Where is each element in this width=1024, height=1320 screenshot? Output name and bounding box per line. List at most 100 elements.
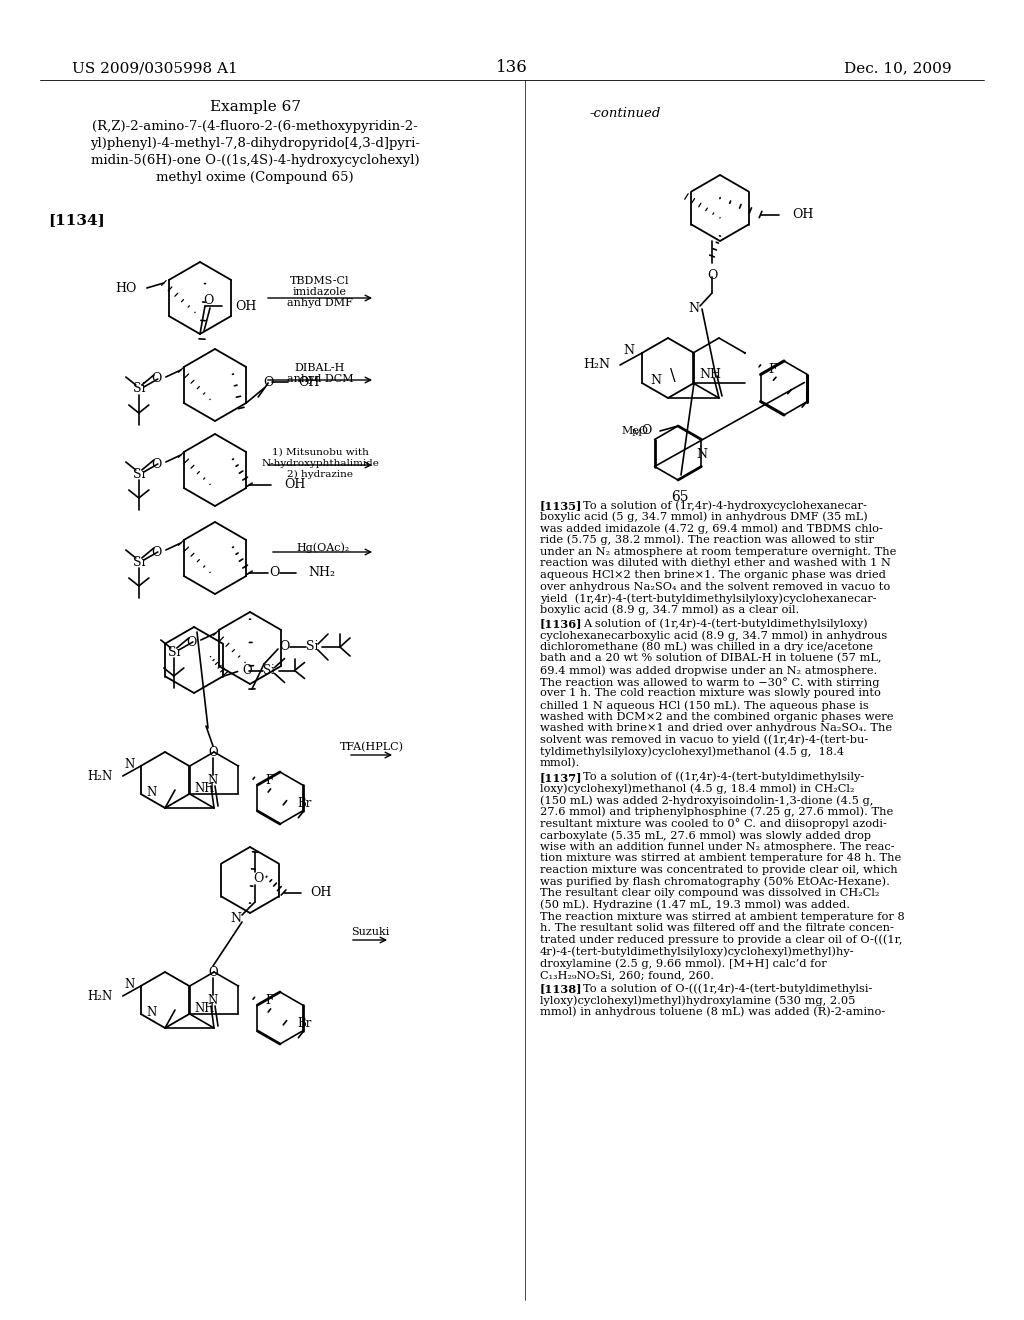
Text: droxylamine (2.5 g, 9.66 mmol). [M+H] calc’d for: droxylamine (2.5 g, 9.66 mmol). [M+H] ca… [540,958,826,969]
Text: OH: OH [234,300,256,313]
Text: tyldimethylsilyloxy)cyclohexyl)methanol (4.5 g,  18.4: tyldimethylsilyloxy)cyclohexyl)methanol … [540,747,844,758]
Text: To a solution of O-(((1r,4r)-4-(tert-butyldimethylsi-: To a solution of O-(((1r,4r)-4-(tert-but… [583,983,872,994]
Text: [1137]: [1137] [540,772,583,783]
Text: HO: HO [116,281,137,294]
Text: Si: Si [132,467,145,480]
Text: A solution of (1r,4r)-4-(tert-butyldimethylsilyloxy): A solution of (1r,4r)-4-(tert-butyldimet… [583,619,867,630]
Text: lyloxy)cyclohexyl)methyl)hydroxylamine (530 mg, 2.05: lyloxy)cyclohexyl)methyl)hydroxylamine (… [540,995,855,1006]
Text: N: N [688,302,699,315]
Text: 69.4 mmol) was added dropwise under an N₂ atmosphere.: 69.4 mmol) was added dropwise under an N… [540,665,878,676]
Text: washed with DCM×2 and the combined organic phases were: washed with DCM×2 and the combined organ… [540,711,894,722]
Text: N: N [146,785,157,799]
Text: O: O [253,873,263,886]
Text: anhyd DMF: anhyd DMF [287,298,353,308]
Text: 2) hydrazine: 2) hydrazine [287,470,353,479]
Text: Br: Br [297,1016,311,1030]
Text: 65: 65 [672,490,689,504]
Text: over anhydrous Na₂SO₄ and the solvent removed in vacuo to: over anhydrous Na₂SO₄ and the solvent re… [540,582,890,591]
Text: Si: Si [168,645,180,659]
Text: (50 mL). Hydrazine (1.47 mL, 19.3 mmol) was added.: (50 mL). Hydrazine (1.47 mL, 19.3 mmol) … [540,900,850,911]
Text: O: O [642,425,652,437]
Text: F: F [769,363,777,376]
Text: (R,Z)-2-amino-7-(4-fluoro-2-(6-methoxypyridin-2-: (R,Z)-2-amino-7-(4-fluoro-2-(6-methoxypy… [92,120,418,133]
Text: NH: NH [195,781,215,795]
Text: cyclohexanecarboxylic acid (8.9 g, 34.7 mmol) in anhydrous: cyclohexanecarboxylic acid (8.9 g, 34.7 … [540,630,887,640]
Text: yield  (1r,4r)-4-(tert-butyldimethylsilyloxy)cyclohexanecar-: yield (1r,4r)-4-(tert-butyldimethylsilyl… [540,593,877,603]
Text: O: O [203,293,213,306]
Text: \: \ [670,367,676,384]
Text: O: O [152,372,162,385]
Text: reaction was diluted with diethyl ether and washed with 1 N: reaction was diluted with diethyl ether … [540,558,891,568]
Text: bath and a 20 wt % solution of DIBAL-H in toluene (57 mL,: bath and a 20 wt % solution of DIBAL-H i… [540,653,882,664]
Text: over 1 h. The cold reaction mixture was slowly poured into: over 1 h. The cold reaction mixture was … [540,688,881,698]
Text: DIBAL-H: DIBAL-H [295,363,345,374]
Text: N: N [696,447,707,461]
Text: anhyd DCM: anhyd DCM [287,374,353,384]
Text: O: O [208,747,218,759]
Text: mmol).: mmol). [540,758,581,768]
Text: 1) Mitsunobu with: 1) Mitsunobu with [271,447,369,457]
Text: N: N [125,758,135,771]
Text: chilled 1 N aqueous HCl (150 mL). The aqueous phase is: chilled 1 N aqueous HCl (150 mL). The aq… [540,700,868,710]
Text: H₂N: H₂N [87,770,113,783]
Text: US 2009/0305998 A1: US 2009/0305998 A1 [72,61,238,75]
Text: N: N [146,1006,157,1019]
Text: TBDMS-Cl: TBDMS-Cl [290,276,350,286]
Text: [1136]: [1136] [540,619,583,630]
Text: h. The resultant solid was filtered off and the filtrate concen-: h. The resultant solid was filtered off … [540,923,894,933]
Text: aqueous HCl×2 then brine×1. The organic phase was dried: aqueous HCl×2 then brine×1. The organic … [540,570,886,579]
Text: O: O [243,664,252,677]
Text: [1138]: [1138] [540,983,583,994]
Text: loxy)cyclohexyl)methanol (4.5 g, 18.4 mmol) in CH₂Cl₂: loxy)cyclohexyl)methanol (4.5 g, 18.4 mm… [540,784,854,795]
Text: Dec. 10, 2009: Dec. 10, 2009 [845,61,952,75]
Text: O: O [152,545,162,558]
Text: under an N₂ atmosphere at room temperature overnight. The: under an N₂ atmosphere at room temperatu… [540,546,896,557]
Text: 27.6 mmol) and triphenylphosphine (7.25 g, 27.6 mmol). The: 27.6 mmol) and triphenylphosphine (7.25 … [540,807,893,817]
Text: reaction mixture was concentrated to provide clear oil, which: reaction mixture was concentrated to pro… [540,865,898,875]
Text: wise with an addition funnel under N₂ atmosphere. The reac-: wise with an addition funnel under N₂ at… [540,842,895,851]
Text: N: N [125,978,135,990]
Text: Si: Si [132,383,145,396]
Text: N: N [650,375,662,388]
Text: resultant mixture was cooled to 0° C. and diisopropyl azodi-: resultant mixture was cooled to 0° C. an… [540,818,887,829]
Text: Si: Si [132,556,145,569]
Text: Hg(OAc)₂: Hg(OAc)₂ [296,543,349,553]
Text: Si: Si [306,640,318,653]
Text: TFA(HPLC): TFA(HPLC) [340,742,404,752]
Text: To a solution of (1r,4r)-4-hydroxycyclohexanecar-: To a solution of (1r,4r)-4-hydroxycycloh… [583,500,867,511]
Text: dichloromethane (80 mL) was chilled in a dry ice/acetone: dichloromethane (80 mL) was chilled in a… [540,642,873,652]
Text: To a solution of ((1r,4r)-4-(tert-butyldimethylsily-: To a solution of ((1r,4r)-4-(tert-butyld… [583,772,864,783]
Text: 4r)-4-(tert-butyldimethylsilyloxy)cyclohexyl)methyl)hy-: 4r)-4-(tert-butyldimethylsilyloxy)cycloh… [540,946,855,957]
Text: trated under reduced pressure to provide a clear oil of O-(((1r,: trated under reduced pressure to provide… [540,935,902,945]
Text: OH: OH [285,479,305,491]
Text: H₂N: H₂N [87,990,113,1002]
Text: solvent was removed in vacuo to yield ((1r,4r)-4-(tert-bu-: solvent was removed in vacuo to yield ((… [540,735,868,746]
Text: yl)phenyl)-4-methyl-7,8-dihydropyrido[4,3-d]pyri-: yl)phenyl)-4-methyl-7,8-dihydropyrido[4,… [90,137,420,150]
Text: midin-5(6H)-one O-((1s,4S)-4-hydroxycyclohexyl): midin-5(6H)-one O-((1s,4S)-4-hydroxycycl… [91,154,419,168]
Text: -continued: -continued [590,107,662,120]
Text: methyl oxime (Compound 65): methyl oxime (Compound 65) [157,172,354,183]
Text: Suzuki: Suzuki [351,927,389,937]
Text: (150 mL) was added 2-hydroxyisoindolin-1,3-dione (4.5 g,: (150 mL) was added 2-hydroxyisoindolin-1… [540,795,873,805]
Text: The reaction was allowed to warm to −30° C. with stirring: The reaction was allowed to warm to −30°… [540,677,880,688]
Text: The reaction mixture was stirred at ambient temperature for 8: The reaction mixture was stirred at ambi… [540,912,905,921]
Text: N: N [208,774,218,787]
Text: was purified by flash chromatography (50% EtOAc-Hexane).: was purified by flash chromatography (50… [540,876,890,887]
Text: O: O [707,269,717,282]
Text: ride (5.75 g, 38.2 mmol). The reaction was allowed to stir: ride (5.75 g, 38.2 mmol). The reaction w… [540,535,874,545]
Text: washed with brine×1 and dried over anhydrous Na₂SO₄. The: washed with brine×1 and dried over anhyd… [540,723,892,733]
Text: mmol) in anhydrous toluene (8 mL) was added (R)-2-amino-: mmol) in anhydrous toluene (8 mL) was ad… [540,1007,886,1018]
Text: N: N [208,994,218,1006]
Text: O: O [269,566,280,579]
Text: Example 67: Example 67 [210,100,300,114]
Text: O: O [186,635,197,648]
Text: Br: Br [297,797,311,810]
Text: OH: OH [310,886,332,899]
Text: N-hydroxyphthalimide: N-hydroxyphthalimide [261,459,379,469]
Text: M: M [632,429,642,437]
Text: The resultant clear oily compound was dissolved in CH₂Cl₂: The resultant clear oily compound was di… [540,888,880,898]
Text: N: N [623,345,634,358]
Text: [1134]: [1134] [48,213,104,227]
Text: C₁₃H₂₉NO₂Si, 260; found, 260.: C₁₃H₂₉NO₂Si, 260; found, 260. [540,970,714,979]
Text: 136: 136 [496,59,528,77]
